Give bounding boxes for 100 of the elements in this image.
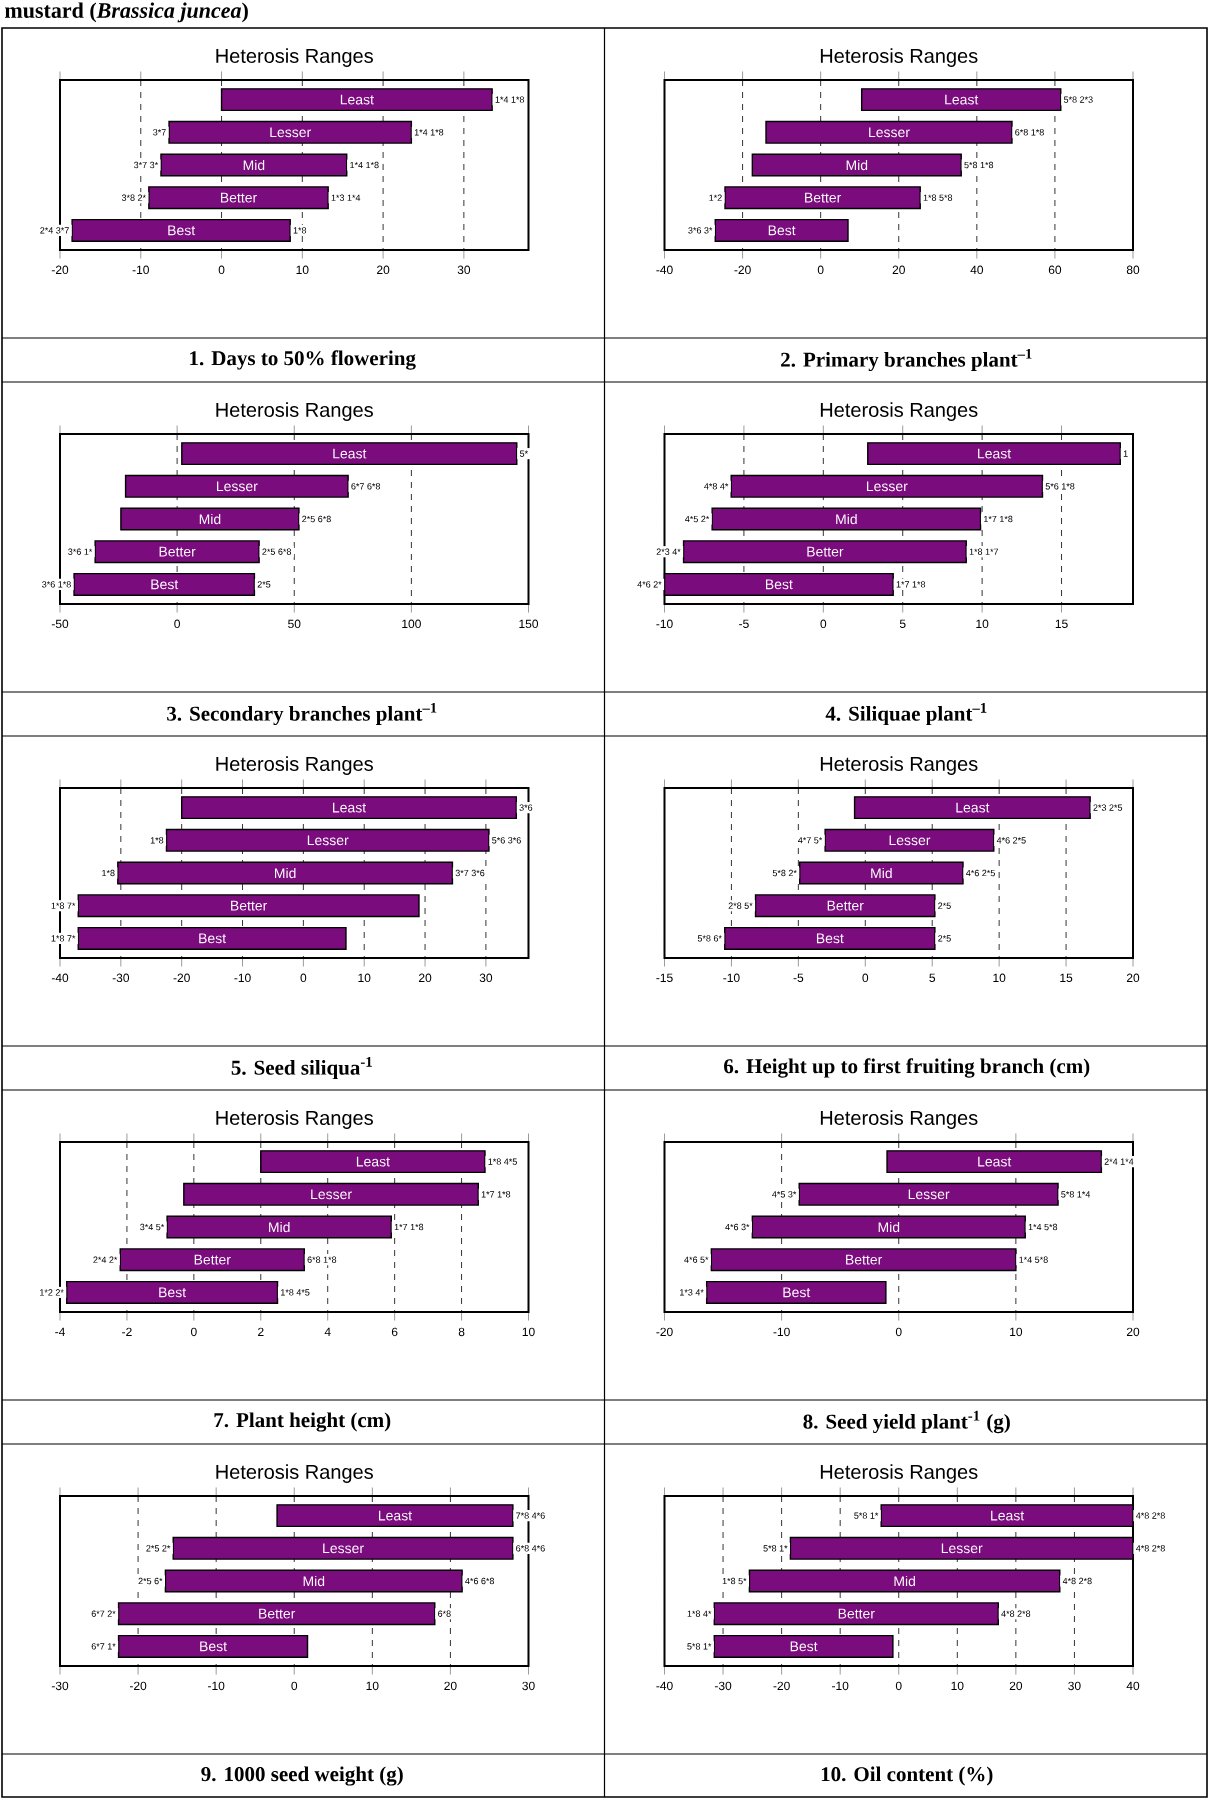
chart-title: Heterosis Ranges — [820, 1464, 978, 1483]
annotation: 3*8 2* — [121, 194, 146, 201]
bar — [748, 1569, 1061, 1593]
annotation: 4*6 3* — [725, 1223, 750, 1231]
x-tick-label: -10 — [208, 1681, 225, 1691]
x-axis-title: 1. Days to 50% flowering — [190, 350, 416, 370]
x-axis-title: 2. Primary branches plant$^{–1}$ — [781, 348, 1032, 372]
x-tick-label: 10 — [951, 1681, 964, 1691]
x-tick-label: -5 — [739, 619, 749, 628]
annotation: 3*7 3* — [133, 161, 159, 169]
annotation: 5*6 3*6 — [492, 837, 521, 844]
x-tick-label: 60 — [1048, 265, 1062, 275]
y-tick-label: Lesser — [866, 481, 908, 492]
y-tick-label: Mid — [871, 867, 892, 879]
annotation: 6*7 2* — [91, 1610, 116, 1617]
annotation: 5*8 1* — [687, 1643, 712, 1650]
annotation: 1*8 4* — [687, 1610, 712, 1617]
annotation: 1*3 4* — [680, 1289, 704, 1296]
annotation: 4*6 5* — [684, 1256, 709, 1263]
annotation: 1*8 4*5 — [281, 1289, 310, 1296]
y-tick-label: Better — [805, 192, 842, 203]
y-tick-label: Mid — [846, 159, 868, 171]
bar — [765, 120, 1013, 144]
y-tick-label: Mid — [199, 513, 221, 525]
y-tick-label: Mid — [275, 867, 296, 879]
x-tick-label: 20 — [418, 973, 432, 983]
x-tick-label: 0 — [895, 1681, 902, 1691]
x-axis-title: 6. Height up to first fruiting branch (cm) — [724, 1058, 1090, 1078]
annotation: 1*8 7* — [51, 935, 76, 942]
y-tick-label: Least — [340, 94, 374, 105]
x-tick-label: 2 — [258, 1327, 264, 1336]
x-tick-label: 20 — [444, 1681, 457, 1691]
annotation: 5*6 1*8 — [1045, 483, 1075, 490]
x-tick-label: -20 — [734, 265, 751, 275]
bar — [711, 507, 982, 531]
annotation: 3*6 1*8 — [42, 581, 71, 588]
annotation: 1*4 5*8 — [1028, 1223, 1058, 1231]
x-tick-label: 10 — [366, 1681, 379, 1691]
y-tick-label: Least — [333, 802, 367, 813]
y-tick-label: Mid — [243, 159, 265, 171]
annotation: 2*5 6* — [138, 1577, 163, 1585]
y-tick-label: Least — [356, 1156, 390, 1167]
annotation: 4*6 2*5 — [966, 869, 995, 877]
x-tick-label: -10 — [656, 619, 673, 629]
annotation: 4*5 2* — [685, 515, 710, 523]
x-tick-label: 20 — [1126, 973, 1140, 983]
y-tick-label: Best — [151, 579, 179, 590]
x-tick-label: -10 — [234, 973, 251, 983]
annotation: 2*5 — [257, 581, 271, 588]
bar — [260, 1150, 486, 1174]
annotation: 1*4 1*8 — [495, 96, 525, 103]
x-tick-label: -20 — [129, 1681, 147, 1691]
x-tick-label: 0 — [862, 973, 869, 983]
annotation: 1*8 — [150, 837, 164, 844]
x-axis-title: 5. Seed siliqua$^{-1}$ — [231, 1056, 372, 1080]
x-tick-label: 0 — [895, 1327, 902, 1337]
bar — [183, 1182, 479, 1206]
y-tick-label: Better — [827, 900, 864, 911]
x-tick-label: 0 — [218, 265, 225, 275]
bar — [724, 186, 921, 210]
annotation: 2*3 4* — [656, 548, 681, 555]
y-tick-label: Least — [379, 1510, 412, 1521]
annotation: 4*6 2*5 — [996, 837, 1026, 844]
chart-title: Heterosis Ranges — [216, 48, 373, 67]
annotation: 4*8 2*8 — [1136, 1512, 1165, 1519]
x-tick-label: 30 — [522, 1681, 535, 1691]
annotation: 5* — [519, 450, 528, 457]
annotation: 6*8 4*6 — [516, 1545, 545, 1552]
x-tick-label: 50 — [288, 619, 301, 629]
annotation: 1*8 — [293, 227, 307, 234]
y-tick-label: Least — [945, 94, 979, 105]
y-tick-label: Lesser — [869, 127, 910, 138]
y-tick-label: Better — [221, 192, 257, 203]
annotation: 1 — [1123, 450, 1128, 457]
annotation: 2*4 3*7 — [40, 227, 69, 234]
y-tick-label: Best — [159, 1287, 187, 1298]
bar — [120, 507, 300, 531]
y-tick-label: Better — [159, 546, 196, 557]
annotation: 1*4 5*8 — [1019, 1256, 1048, 1263]
x-tick-label: 10 — [522, 1327, 535, 1337]
annotation: 5*8 1* — [763, 1545, 788, 1552]
annotation: 2*5 — [938, 935, 951, 942]
x-tick-label: 30 — [457, 265, 471, 275]
x-tick-label: 15 — [1060, 973, 1073, 982]
annotation: 6*8 — [438, 1610, 451, 1617]
chart-title: Heterosis Ranges — [216, 1110, 373, 1129]
bar — [94, 540, 260, 564]
annotation: 6*8 1*8 — [307, 1256, 337, 1263]
annotation: 3*7 — [153, 129, 166, 136]
bar — [117, 861, 454, 885]
annotation: 1*8 5* — [722, 1577, 747, 1585]
y-tick-label: Best — [768, 225, 796, 236]
bar — [148, 186, 329, 210]
x-axis-title: 3. Secondary branches plant$^{–1}$ — [167, 702, 437, 726]
annotation: 2*5 — [938, 902, 951, 909]
chart-title: Heterosis Ranges — [820, 756, 978, 775]
y-tick-label: Lesser — [217, 481, 258, 492]
y-tick-label: Least — [978, 1156, 1012, 1167]
x-tick-label: -5 — [793, 973, 804, 982]
x-tick-label: -20 — [773, 1681, 790, 1691]
